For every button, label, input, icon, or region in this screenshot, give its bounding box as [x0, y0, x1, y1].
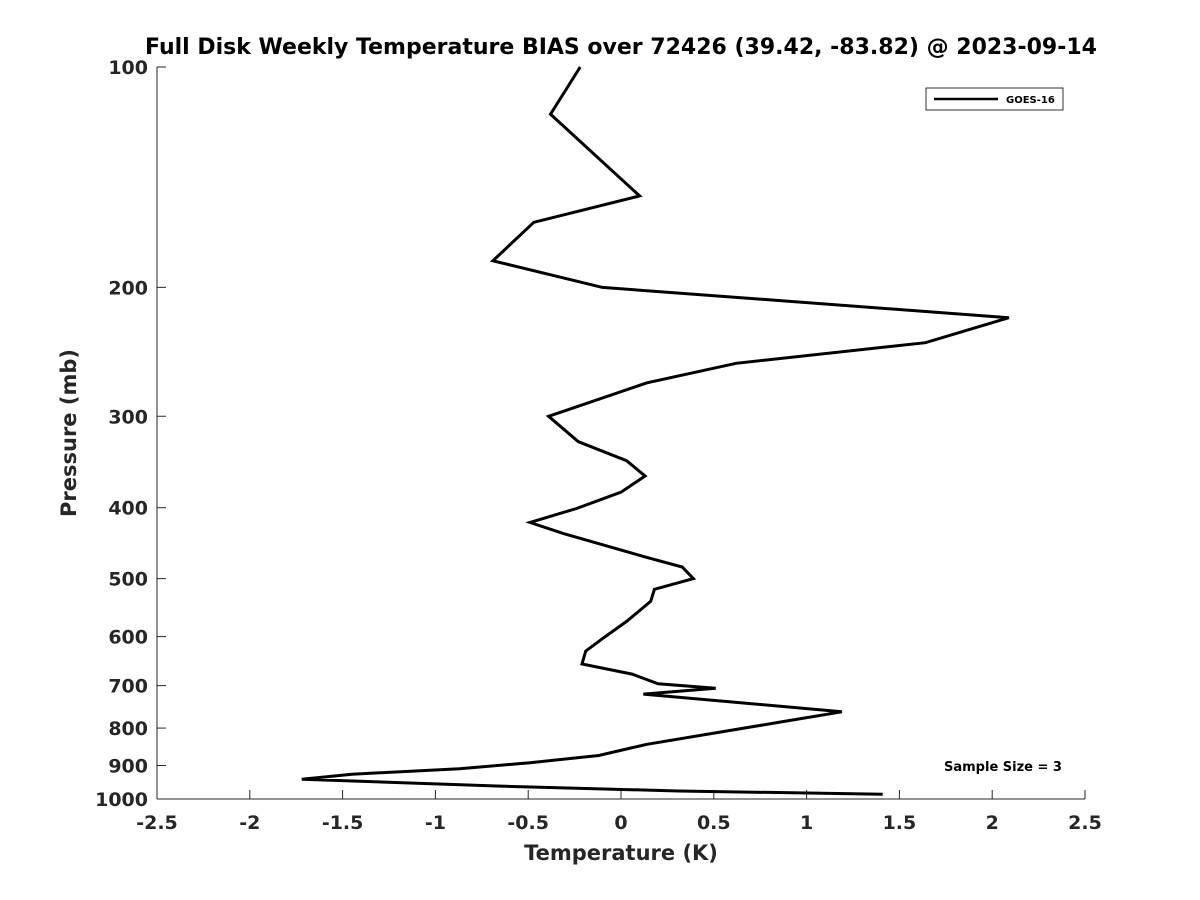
y-tick-label: 400	[108, 498, 148, 520]
x-axis-label: Temperature (K)	[524, 841, 718, 865]
chart-title: Full Disk Weekly Temperature BIAS over 7…	[145, 35, 1097, 60]
y-tick-label: 300	[108, 406, 148, 428]
y-tick-label: 1000	[95, 789, 148, 811]
y-tick-label: 800	[108, 718, 148, 740]
y-axis-label: Pressure (mb)	[57, 349, 81, 517]
y-tick-label: 500	[108, 569, 148, 591]
y-tick-label: 600	[108, 627, 148, 649]
x-tick-label: 1.5	[883, 812, 917, 834]
legend: GOES-16	[925, 87, 1064, 111]
x-tick-label: -1	[425, 812, 446, 834]
x-tick-label: 2.5	[1068, 812, 1102, 834]
y-tick-label: 900	[108, 756, 148, 778]
y-tick-label: 700	[108, 676, 148, 698]
series-layer	[301, 66, 1010, 796]
x-tick-label: -0.5	[507, 812, 549, 834]
sample-size-annotation: Sample Size = 3	[944, 760, 1062, 775]
x-tick-label: 0	[614, 812, 627, 834]
legend-label-goes-16: GOES-16	[1006, 95, 1055, 106]
series-line-goes-16	[301, 66, 1010, 796]
y-tick-label: 100	[108, 57, 148, 79]
x-tick-label: -2	[239, 812, 260, 834]
x-tick-label: -2.5	[136, 812, 178, 834]
plot-area	[157, 67, 1085, 799]
x-tick-label: 0.5	[697, 812, 731, 834]
y-tick-label: 200	[108, 277, 148, 299]
axes: -2.5 -2 -1.5 -1 -0.5 0 0.5 1 1.5 2 2.5 100 200 300 400…	[95, 57, 1102, 834]
x-tick-label: 1	[800, 812, 813, 834]
x-tick-label: 2	[986, 812, 999, 834]
x-tick-label: -1.5	[322, 812, 364, 834]
